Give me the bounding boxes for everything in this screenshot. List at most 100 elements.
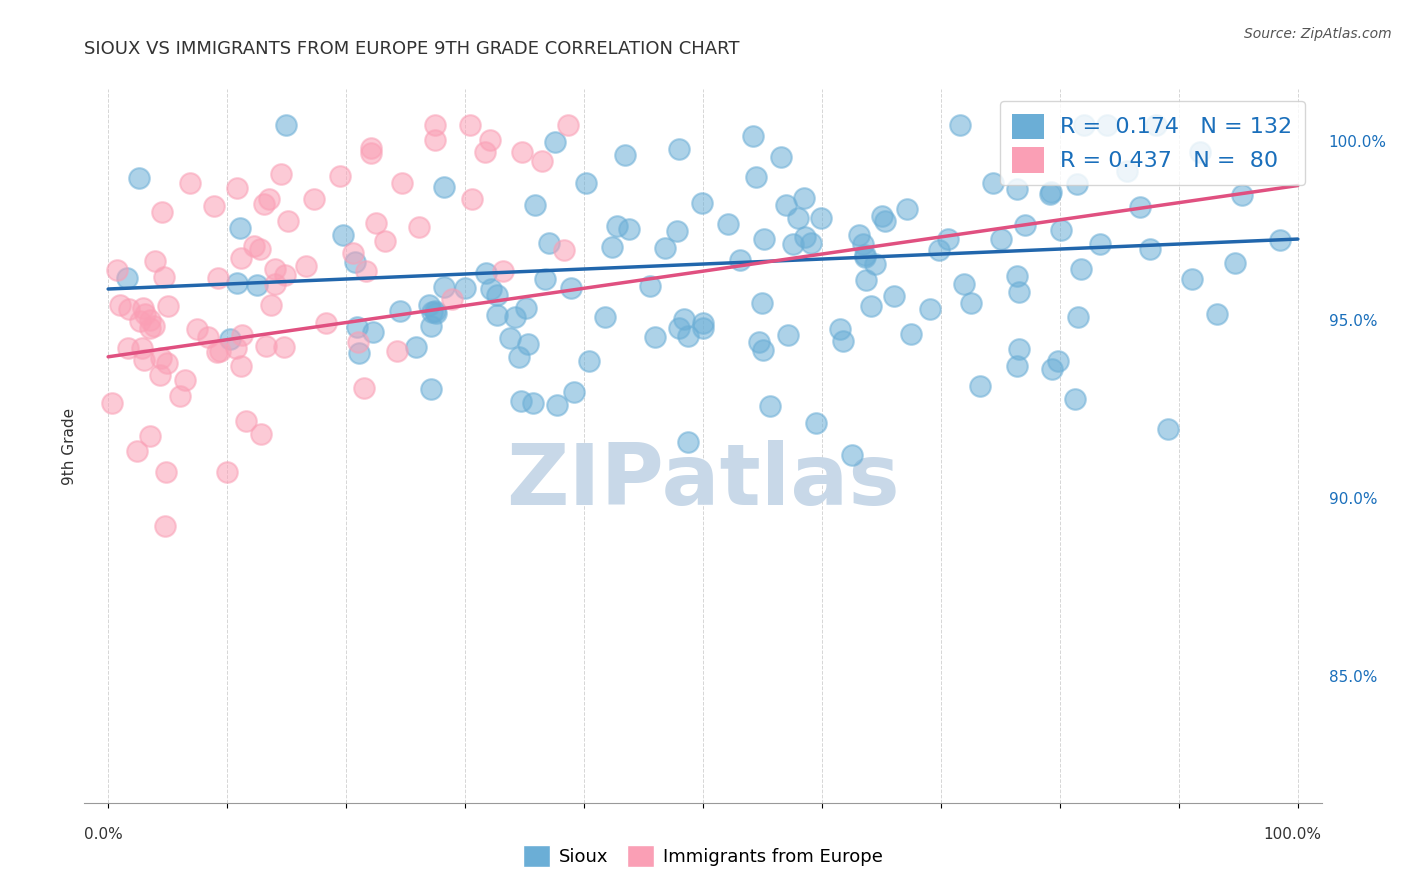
Point	[600, 240, 623, 254]
Point	[260, 298, 283, 312]
Text: 100.0%: 100.0%	[1329, 136, 1386, 150]
Point	[461, 192, 484, 206]
Point	[1008, 285, 1031, 299]
Point	[250, 426, 273, 441]
Point	[505, 310, 527, 325]
Point	[1040, 362, 1063, 376]
Point	[274, 268, 297, 282]
Legend: R =  0.174   N = 132, R = 0.437   N =  80: R = 0.174 N = 132, R = 0.437 N = 80	[1000, 101, 1305, 186]
Point	[959, 296, 981, 310]
Point	[479, 282, 502, 296]
Point	[366, 216, 388, 230]
Point	[208, 343, 231, 358]
Point	[425, 133, 447, 147]
Point	[690, 195, 713, 210]
Point	[575, 176, 598, 190]
Point	[153, 270, 176, 285]
Point	[852, 237, 875, 252]
Point	[347, 346, 370, 360]
Point	[253, 197, 276, 211]
Point	[863, 257, 886, 271]
Point	[219, 333, 242, 347]
Point	[896, 202, 918, 216]
Point	[853, 251, 876, 265]
Text: Source: ZipAtlas.com: Source: ZipAtlas.com	[1244, 27, 1392, 41]
Point	[828, 321, 851, 335]
Point	[388, 303, 411, 318]
Point	[499, 331, 522, 345]
Point	[538, 236, 561, 251]
Point	[197, 330, 219, 344]
Point	[202, 199, 225, 213]
Point	[692, 316, 714, 330]
Point	[692, 320, 714, 334]
Point	[277, 214, 299, 228]
Point	[748, 334, 770, 349]
Point	[853, 248, 876, 262]
Point	[229, 359, 252, 374]
Point	[134, 352, 156, 367]
Point	[668, 321, 690, 335]
Point	[1005, 182, 1028, 196]
Point	[373, 235, 395, 249]
Point	[329, 169, 352, 184]
Point	[1073, 118, 1095, 132]
Point	[229, 221, 252, 235]
Point	[173, 373, 195, 387]
Point	[134, 307, 156, 321]
Point	[1115, 164, 1137, 178]
Point	[273, 340, 295, 354]
Point	[128, 314, 150, 328]
Point	[1039, 186, 1062, 201]
Point	[1005, 359, 1028, 373]
Point	[654, 241, 676, 255]
Point	[1088, 237, 1111, 252]
Point	[515, 301, 537, 315]
Point	[741, 129, 763, 144]
Point	[332, 227, 354, 242]
Point	[131, 342, 153, 356]
Point	[486, 308, 509, 322]
Point	[1014, 218, 1036, 232]
Point	[243, 238, 266, 252]
Point	[1230, 188, 1253, 202]
Point	[728, 252, 751, 267]
Point	[225, 341, 247, 355]
Point	[758, 400, 780, 414]
Point	[179, 176, 201, 190]
Point	[108, 298, 131, 312]
Point	[405, 340, 427, 354]
Point	[676, 434, 699, 449]
Point	[949, 118, 972, 132]
Point	[150, 205, 173, 219]
Point	[1005, 268, 1028, 283]
Point	[606, 219, 628, 233]
Text: ZIPatlas: ZIPatlas	[506, 440, 900, 524]
Point	[486, 288, 509, 302]
Point	[1268, 233, 1291, 247]
Point	[1097, 118, 1119, 132]
Point	[1063, 392, 1085, 406]
Point	[205, 345, 228, 359]
Point	[440, 292, 463, 306]
Point	[619, 222, 641, 236]
Point	[433, 179, 456, 194]
Point	[666, 224, 689, 238]
Point	[343, 255, 366, 269]
Point	[419, 319, 441, 334]
Point	[474, 145, 496, 159]
Point	[672, 312, 695, 326]
Point	[745, 170, 768, 185]
Point	[1040, 186, 1063, 200]
Point	[425, 306, 447, 320]
Point	[302, 192, 325, 206]
Point	[778, 328, 800, 343]
Point	[751, 296, 773, 310]
Point	[264, 277, 287, 291]
Point	[918, 302, 941, 317]
Point	[593, 310, 616, 324]
Point	[107, 262, 129, 277]
Point	[155, 465, 177, 479]
Point	[1181, 272, 1204, 286]
Point	[787, 211, 810, 226]
